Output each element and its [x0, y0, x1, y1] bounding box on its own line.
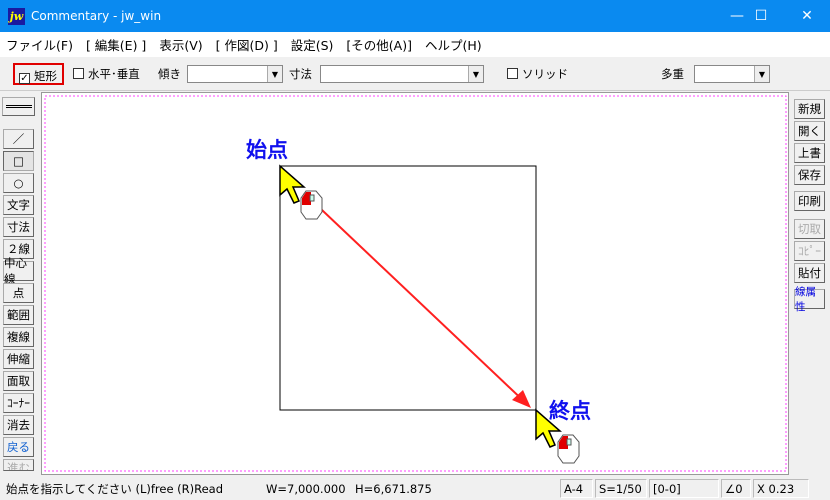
hv-checkbox[interactable]: 水平･垂直	[73, 66, 140, 82]
line-type-button[interactable]	[2, 97, 35, 116]
print-button[interactable]: 印刷	[794, 191, 825, 211]
tool-text-button[interactable]: 文字	[3, 195, 34, 215]
tool-trim-button[interactable]: 伸縮	[3, 349, 34, 369]
paper-frame	[44, 95, 787, 472]
menu-view[interactable]: 表示(V)	[159, 38, 203, 53]
tilt-select[interactable]: ▼	[187, 65, 283, 83]
control-bar: ✓ 矩形 水平･垂直 傾き ▼ 寸法 ▼ ソリッド 多重 ▼	[0, 58, 830, 91]
tool-corner-button[interactable]: ｺｰﾅｰ	[3, 393, 34, 413]
status-width: W=7,000.000	[266, 481, 346, 496]
menu-bar: ファイル(F) [ 編集(E) ] 表示(V) [ 作図(D) ] 設定(S) …	[0, 32, 830, 57]
tool-line-button[interactable]: ／	[3, 129, 34, 149]
overwrite-button[interactable]: 上書	[794, 143, 825, 163]
start-point-label: 始点	[246, 138, 288, 162]
tool-point-button[interactable]: 点	[3, 283, 34, 303]
tool-rectangle-button[interactable]: □	[3, 151, 34, 171]
status-height: H=6,671.875	[355, 481, 432, 496]
cut-button[interactable]: 切取	[794, 219, 825, 239]
cursor-end-icon	[535, 408, 562, 448]
line-type-icon	[5, 105, 32, 108]
menu-file[interactable]: ファイル(F)	[6, 38, 73, 53]
checkbox-icon: ✓	[19, 73, 30, 84]
app-logo: jw	[8, 7, 25, 25]
canvas-drawing	[44, 95, 787, 472]
menu-edit[interactable]: [ 編集(E) ]	[85, 38, 147, 53]
drag-line	[303, 192, 530, 407]
copy-button[interactable]: ｺﾋﾟｰ	[794, 241, 825, 261]
save-button[interactable]: 保存	[794, 165, 825, 185]
window-title: Commentary - jw_win	[31, 9, 162, 23]
status-bar: 始点を指示してください (L)free (R)Read W=7,000.000 …	[0, 477, 830, 500]
menu-settings[interactable]: 設定(S)	[290, 38, 334, 53]
tool-range-button[interactable]: 範囲	[3, 305, 34, 325]
dropdown-arrow-icon: ▼	[754, 66, 769, 82]
menu-draw[interactable]: [ 作図(D) ]	[215, 38, 278, 53]
paste-button[interactable]: 貼付	[794, 263, 825, 283]
line-attribute-button[interactable]: 線属性	[794, 286, 825, 313]
dim-select[interactable]: ▼	[320, 65, 484, 83]
arrowhead-icon	[512, 390, 531, 408]
checkbox-icon	[73, 68, 84, 79]
tool-double-line-button[interactable]: ２線	[3, 239, 34, 259]
end-point-label: 終点	[549, 399, 591, 423]
menu-help[interactable]: ヘルプ(H)	[424, 38, 482, 53]
cursor-start-icon	[279, 164, 306, 204]
tool-circle-button[interactable]: ○	[3, 173, 34, 193]
tool-center-line-button[interactable]: 中心線	[3, 256, 34, 286]
paper-size[interactable]: A-4	[560, 479, 593, 498]
checkbox-icon	[507, 68, 518, 79]
tool-offset-button[interactable]: 複線	[3, 327, 34, 347]
mouse-left-end-icon	[557, 434, 580, 464]
rectangle-shape	[279, 165, 537, 411]
open-button[interactable]: 開く	[794, 121, 825, 141]
close-button[interactable]: ✕	[801, 8, 813, 24]
tool-dimension-button[interactable]: 寸法	[3, 217, 34, 237]
tool-chamfer-button[interactable]: 面取	[3, 371, 34, 391]
tilt-label: 傾き	[158, 67, 181, 81]
layer[interactable]: [0-0]	[649, 479, 719, 498]
tool-redo-button[interactable]: 進む	[3, 459, 34, 471]
scale[interactable]: S=1/50	[595, 479, 647, 498]
minimize-button[interactable]: —	[730, 8, 744, 24]
multi-select[interactable]: ▼	[694, 65, 770, 83]
drawing-canvas[interactable]: 始点 終点	[41, 92, 789, 475]
tool-undo-button[interactable]: 戻る	[3, 437, 34, 457]
dim-label: 寸法	[289, 67, 312, 81]
rect-label: 矩形	[34, 69, 57, 83]
solid-label: ソリッド	[522, 67, 568, 81]
multi-label: 多重	[661, 67, 684, 81]
dropdown-arrow-icon: ▼	[468, 66, 483, 82]
title-bar: jw Commentary - jw_win — ☐ ✕	[0, 0, 830, 32]
mouse-left-start-icon	[300, 190, 323, 220]
tool-erase-button[interactable]: 消去	[3, 415, 34, 435]
rect-checkbox[interactable]: ✓ 矩形	[13, 63, 64, 85]
maximize-button[interactable]: ☐	[754, 8, 768, 24]
zoom-level[interactable]: X 0.23	[753, 479, 809, 498]
hv-label: 水平･垂直	[88, 67, 140, 81]
menu-other[interactable]: [その他(A)]	[346, 38, 412, 53]
status-message: 始点を指示してください (L)free (R)Read	[6, 481, 224, 496]
angle[interactable]: ∠0	[721, 479, 751, 498]
dropdown-arrow-icon: ▼	[267, 66, 282, 82]
new-button[interactable]: 新規	[794, 99, 825, 119]
solid-checkbox[interactable]: ソリッド	[507, 66, 568, 82]
